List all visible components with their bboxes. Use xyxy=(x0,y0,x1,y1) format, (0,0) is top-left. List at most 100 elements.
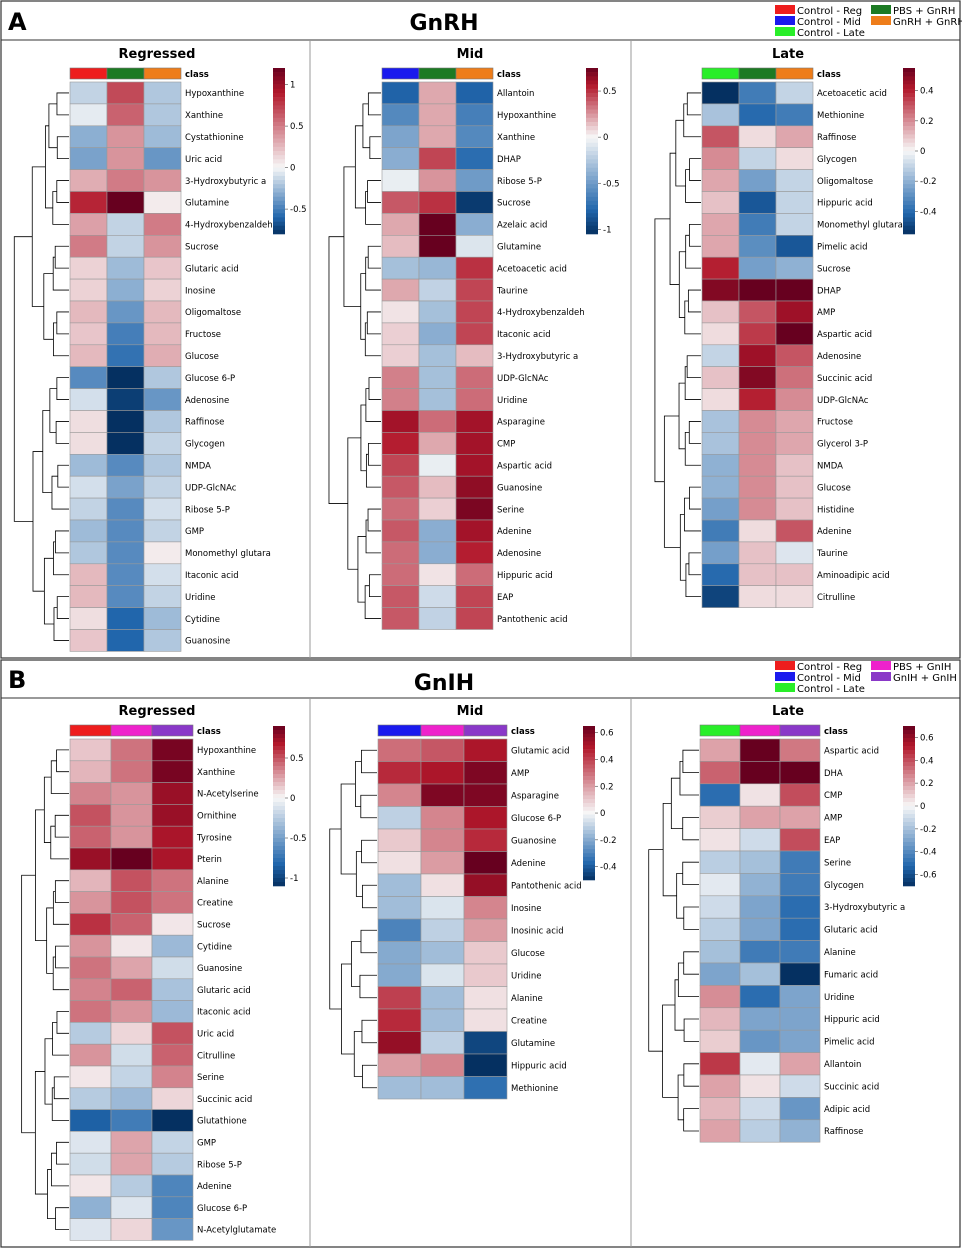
colorbar-segment xyxy=(903,846,915,851)
dendrogram-branch xyxy=(678,251,686,318)
row-label: Itaconic acid xyxy=(497,330,551,340)
row-label: Adenosine xyxy=(185,396,229,406)
colorbar-segment xyxy=(903,870,915,875)
heatmap-cell xyxy=(377,896,422,920)
heatmap-cell xyxy=(775,563,814,586)
row-label: Inosine xyxy=(511,904,542,914)
row-label: Pterin xyxy=(197,855,222,865)
heatmap-cell xyxy=(779,1097,821,1121)
heatmap-cell xyxy=(381,585,420,608)
colorbar-segment xyxy=(903,200,915,206)
colorbar-segment xyxy=(273,822,285,827)
colorbar-segment xyxy=(903,834,915,839)
colorbar-tick-label: -0.2 xyxy=(920,825,937,835)
heatmap-cell xyxy=(701,475,740,499)
heatmap-cell xyxy=(69,388,108,411)
dendrogram-branch xyxy=(367,442,381,466)
heatmap-cell xyxy=(738,366,777,389)
row-label: Ribose 5-P xyxy=(497,177,542,187)
colorbar-segment xyxy=(586,184,598,189)
heatmap-cell xyxy=(420,918,465,942)
dendrogram-branch xyxy=(341,963,355,1055)
colorbar-segment xyxy=(273,798,285,803)
row-label: Xanthine xyxy=(497,133,535,143)
row-label: Glucose xyxy=(511,949,545,959)
heatmap-cell xyxy=(106,541,145,565)
heatmap-cell xyxy=(143,147,182,170)
legend-label: Control - Reg xyxy=(797,662,862,673)
heatmap-cell xyxy=(110,825,153,849)
heatmap-cell xyxy=(69,1152,112,1176)
colorbar-segment xyxy=(586,204,598,210)
heatmap-cell xyxy=(106,191,145,214)
row-label: Oligomaltose xyxy=(185,308,241,318)
heatmap-cell xyxy=(699,940,741,964)
dendrogram-branch xyxy=(35,809,47,942)
dendrogram-branch xyxy=(364,322,381,357)
colorbar-segment xyxy=(903,746,915,751)
dendrogram-branch xyxy=(662,803,677,897)
heatmap-cell xyxy=(739,873,781,897)
row-label: UDP-GlcNAc xyxy=(185,483,237,493)
colorbar-tick-label: -0.5 xyxy=(603,179,620,189)
heatmap-cell xyxy=(110,804,153,827)
row-label: Hypoxanthine xyxy=(197,746,256,756)
colorbar-segment xyxy=(586,221,598,226)
heatmap-cell xyxy=(151,1218,194,1241)
heatmap-cell xyxy=(699,917,741,941)
colorbar-segment xyxy=(586,134,598,139)
colorbar-segment xyxy=(273,155,285,160)
heatmap-cell xyxy=(151,847,194,871)
dendrogram-branch xyxy=(685,169,701,203)
heatmap-gnih-mid: Mid class Glutamic acid AMP Asparagine Glucos… xyxy=(329,704,617,1100)
heatmap-cell xyxy=(418,125,457,149)
colorbar-segment xyxy=(273,870,285,875)
heatmap-cell xyxy=(739,783,781,807)
class-label: class xyxy=(197,727,221,737)
heatmap-cell xyxy=(69,256,108,280)
colorbar-tick-label: -0.5 xyxy=(290,834,307,844)
colorbar-segment xyxy=(586,113,598,119)
colorbar-segment xyxy=(273,84,285,90)
dendrogram-branch xyxy=(367,92,381,116)
colorbar-segment xyxy=(273,159,285,164)
dendrogram-branch xyxy=(669,152,680,285)
dendrogram-branch xyxy=(55,1207,69,1230)
class-bar-segment xyxy=(418,67,457,80)
heatmap-cell xyxy=(463,738,508,762)
colorbar-segment xyxy=(273,794,285,799)
heatmap-cell xyxy=(738,213,777,236)
colorbar-tick-label: -0.6 xyxy=(920,871,937,881)
dendrogram-branch xyxy=(52,256,69,291)
heatmap-cell xyxy=(69,344,108,367)
dendrogram-branch xyxy=(53,607,69,641)
dendrogram-branch xyxy=(683,951,699,975)
dendrogram-branch xyxy=(360,404,367,472)
heatmap-cell xyxy=(455,169,494,192)
colorbar-segment xyxy=(583,822,595,827)
heatmap-cell xyxy=(106,410,145,433)
legend-label: GnRH + GnRH xyxy=(893,17,962,28)
colorbar-segment xyxy=(273,734,285,739)
heatmap-cell xyxy=(739,1007,781,1031)
colorbar-segment xyxy=(273,790,285,795)
row-label: Alanine xyxy=(824,948,856,958)
dendrogram-branch xyxy=(54,880,69,903)
heatmap-cell xyxy=(455,410,494,433)
row-label: Oligomaltose xyxy=(817,177,873,187)
heatmap-cell xyxy=(106,300,145,324)
heatmap-cell xyxy=(418,278,457,302)
heatmap-cell xyxy=(455,147,494,170)
heatmap-cell xyxy=(775,453,814,477)
colorbar-segment xyxy=(586,163,598,168)
heatmap-cell xyxy=(699,783,741,807)
heatmap-cell xyxy=(779,761,821,785)
row-label: Pimelic acid xyxy=(824,1038,875,1048)
heatmap-cell xyxy=(701,235,740,258)
heatmap-cell xyxy=(69,563,108,586)
heatmap-cell xyxy=(151,913,194,936)
row-label: Raffinose xyxy=(824,1127,863,1137)
dendrogram-branch xyxy=(56,1141,69,1165)
dendrogram-branch xyxy=(686,92,701,116)
legend-label: Control - Late xyxy=(797,684,865,695)
